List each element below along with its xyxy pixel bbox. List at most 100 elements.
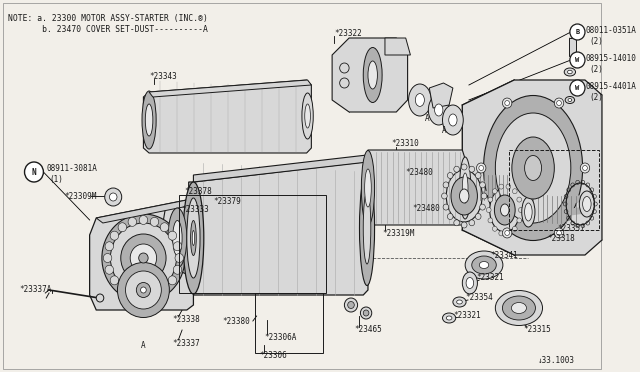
Text: (1): (1) [49,174,63,183]
Ellipse shape [453,297,466,307]
Ellipse shape [565,96,575,103]
Text: ↓33.1003: ↓33.1003 [538,356,575,365]
Ellipse shape [136,282,150,298]
Ellipse shape [183,182,204,294]
Circle shape [110,276,118,285]
Text: *23343: *23343 [149,71,177,80]
Ellipse shape [502,296,536,320]
Ellipse shape [368,61,378,89]
Circle shape [454,220,460,226]
Ellipse shape [446,316,452,320]
Ellipse shape [579,191,595,217]
Circle shape [175,253,184,263]
Ellipse shape [187,198,200,278]
Circle shape [447,214,453,219]
Circle shape [96,294,104,302]
Text: *23379: *23379 [213,196,241,205]
Ellipse shape [479,262,489,269]
Text: *23357: *23357 [557,224,586,232]
Ellipse shape [466,278,474,289]
Circle shape [502,98,512,108]
Ellipse shape [490,188,520,232]
Text: b. 23470 COVER SET-DUST----------A: b. 23470 COVER SET-DUST----------A [8,25,207,34]
Circle shape [139,292,148,301]
Ellipse shape [435,104,443,116]
Text: *23378: *23378 [184,186,212,196]
Circle shape [499,231,504,236]
Circle shape [488,197,493,202]
Ellipse shape [364,48,382,103]
Text: (2): (2) [589,93,604,102]
Text: *23380: *23380 [222,317,250,326]
Text: *23480: *23480 [412,203,440,212]
Circle shape [103,253,112,263]
Circle shape [554,98,564,108]
Circle shape [469,220,475,226]
Ellipse shape [511,302,527,314]
Ellipse shape [364,310,369,316]
Text: *23321: *23321 [476,273,504,282]
Circle shape [128,290,136,299]
Circle shape [442,193,447,199]
Polygon shape [161,200,193,275]
Circle shape [513,189,517,194]
Circle shape [506,231,511,236]
Circle shape [486,208,491,212]
Ellipse shape [568,70,572,74]
Circle shape [476,214,481,219]
Ellipse shape [582,196,591,212]
Polygon shape [364,150,467,225]
Circle shape [505,100,509,106]
Ellipse shape [472,256,496,274]
Circle shape [476,173,481,179]
Ellipse shape [105,188,122,206]
Text: *23309M: *23309M [64,192,97,201]
Text: A: A [141,340,146,350]
Circle shape [557,100,561,106]
Ellipse shape [102,214,185,302]
Circle shape [150,217,159,226]
Circle shape [554,228,564,238]
Ellipse shape [362,151,374,225]
Ellipse shape [142,91,156,149]
Ellipse shape [109,193,117,201]
Circle shape [580,163,589,173]
Polygon shape [143,80,312,153]
Polygon shape [90,200,193,310]
Circle shape [480,204,485,210]
Circle shape [128,217,136,226]
Text: *23318: *23318 [547,234,575,243]
Ellipse shape [191,221,196,256]
Circle shape [340,78,349,88]
Text: *23465: *23465 [355,326,383,334]
Ellipse shape [442,105,463,135]
Circle shape [110,231,118,240]
Text: *23322: *23322 [334,29,362,38]
Polygon shape [385,38,410,55]
Text: *23354: *23354 [465,294,493,302]
Ellipse shape [495,291,543,326]
Circle shape [570,52,585,68]
Circle shape [492,226,497,231]
Circle shape [570,24,585,40]
Circle shape [518,208,523,212]
Circle shape [505,230,509,235]
Circle shape [488,218,493,223]
Ellipse shape [462,272,477,294]
Text: *23337: *23337 [173,339,200,347]
Ellipse shape [408,84,431,116]
Polygon shape [429,83,453,108]
Text: N: N [31,167,36,176]
Text: *23315: *23315 [524,326,552,334]
Ellipse shape [125,271,161,309]
Ellipse shape [168,208,187,268]
Ellipse shape [462,173,468,203]
Circle shape [480,182,485,188]
Ellipse shape [173,221,182,256]
Text: (2): (2) [589,36,604,45]
Circle shape [105,265,113,274]
Circle shape [461,164,467,170]
Text: *23306: *23306 [259,350,287,359]
Text: NOTE: a. 23300 MOTOR ASSY-STARTER (INC.®): NOTE: a. 23300 MOTOR ASSY-STARTER (INC.®… [8,14,207,23]
Text: 08911-3081A: 08911-3081A [46,164,97,173]
